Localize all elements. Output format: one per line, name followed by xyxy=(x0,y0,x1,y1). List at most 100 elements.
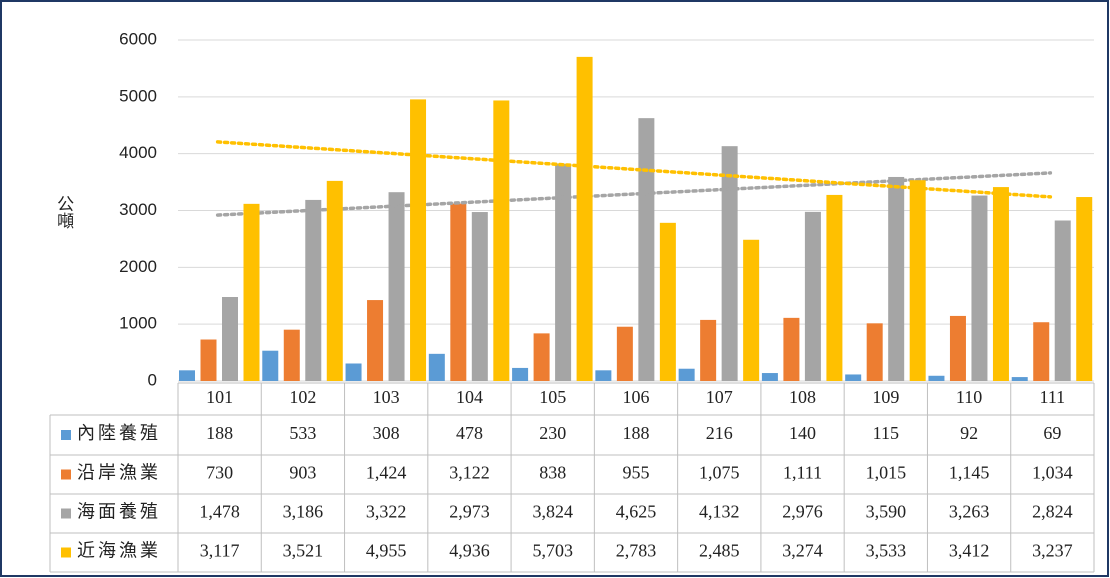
bar xyxy=(410,99,427,381)
y-tick-label: 5000 xyxy=(119,86,157,105)
legend-label: 內陸養殖 xyxy=(77,422,161,443)
bar xyxy=(888,176,905,381)
table-cell: 3,122 xyxy=(449,463,490,483)
x-tick-label: 106 xyxy=(623,387,650,407)
x-tick-label: 103 xyxy=(373,387,400,407)
y-tick-label: 4000 xyxy=(119,143,157,162)
table-cell: 4,955 xyxy=(366,541,407,561)
legend-label: 近海漁業 xyxy=(77,541,161,561)
bar xyxy=(845,374,862,381)
table-cell: 838 xyxy=(539,463,566,483)
bar xyxy=(222,297,238,381)
bar xyxy=(1033,322,1050,381)
table-cell: 4,936 xyxy=(449,541,490,561)
table-cell: 478 xyxy=(456,423,483,443)
table-cell: 3,521 xyxy=(283,541,324,561)
bar xyxy=(305,199,322,381)
bar xyxy=(928,375,945,381)
trendline xyxy=(215,140,1053,199)
table-cell: 3,263 xyxy=(949,502,990,522)
table-cell: 3,322 xyxy=(366,502,407,522)
y-tick-label: 6000 xyxy=(119,29,157,48)
table-cell: 3,237 xyxy=(1032,541,1073,561)
x-tick-label: 110 xyxy=(956,387,982,407)
table-cell: 1,015 xyxy=(866,463,907,483)
table-cell: 3,186 xyxy=(283,502,324,522)
y-tick-label: 0 xyxy=(148,370,157,389)
bar xyxy=(783,317,800,381)
table-cell: 4,132 xyxy=(699,502,740,522)
table-cell: 69 xyxy=(1043,423,1061,443)
table-cell: 955 xyxy=(623,463,650,483)
bar xyxy=(678,368,695,381)
table-cell: 2,485 xyxy=(699,541,740,561)
bar xyxy=(804,211,821,381)
y-tick-label: 3000 xyxy=(119,200,157,219)
legend-key xyxy=(61,508,71,519)
table-cell: 3,274 xyxy=(782,541,823,561)
bar xyxy=(283,329,300,381)
table-cell: 533 xyxy=(289,423,316,443)
table-cell: 115 xyxy=(873,423,899,443)
legend-label: 海面養殖 xyxy=(77,501,161,522)
x-tick-label: 107 xyxy=(706,387,733,407)
x-tick-label: 109 xyxy=(872,387,899,407)
bar xyxy=(700,319,717,381)
y-tick-label: 1000 xyxy=(119,314,157,333)
bar xyxy=(243,203,260,381)
table-cell: 230 xyxy=(539,423,566,443)
bar xyxy=(262,350,279,381)
legend-key xyxy=(61,547,71,558)
bar xyxy=(909,180,926,381)
bar xyxy=(1011,377,1028,381)
table-cell: 3,117 xyxy=(200,541,240,561)
table-cell: 3,533 xyxy=(866,541,907,561)
bar xyxy=(743,239,760,381)
x-tick-label: 111 xyxy=(1040,387,1066,407)
bar xyxy=(326,180,343,381)
table-cell: 216 xyxy=(706,423,733,443)
bar xyxy=(866,323,883,381)
table-cell: 903 xyxy=(289,463,316,483)
table-cell: 92 xyxy=(960,423,978,443)
bar xyxy=(345,363,362,381)
bar xyxy=(200,339,217,381)
table-cell: 2,973 xyxy=(449,502,490,522)
bar xyxy=(576,56,593,381)
table-cell: 1,111 xyxy=(783,463,822,483)
bar xyxy=(555,163,572,381)
y-axis-label: 公噸 xyxy=(54,195,74,229)
bar xyxy=(616,326,633,381)
table-cell: 2,824 xyxy=(1032,502,1073,522)
table-cell: 3,590 xyxy=(866,502,907,522)
bar xyxy=(659,222,676,381)
bar xyxy=(721,146,738,381)
trendline xyxy=(215,171,1053,217)
table-cell: 730 xyxy=(206,463,233,483)
table-cell: 188 xyxy=(623,423,650,443)
table-cell: 3,824 xyxy=(532,502,573,522)
bar xyxy=(367,300,384,381)
bar xyxy=(533,333,550,381)
table-cell: 188 xyxy=(206,423,233,443)
x-tick-label: 105 xyxy=(539,387,566,407)
table-cell: 1,075 xyxy=(699,463,740,483)
table-cell: 1,145 xyxy=(949,463,990,483)
bar xyxy=(595,370,612,381)
table-cell: 3,412 xyxy=(949,541,990,561)
bar xyxy=(971,195,988,381)
table-cell: 4,625 xyxy=(616,502,657,522)
bar xyxy=(826,194,843,381)
legend-label: 沿岸漁業 xyxy=(77,463,161,483)
bar xyxy=(761,373,778,381)
bar xyxy=(1076,197,1093,381)
bar xyxy=(638,118,655,381)
bar xyxy=(512,367,529,381)
x-tick-label: 101 xyxy=(206,387,233,407)
bar xyxy=(428,353,445,381)
legend-key xyxy=(61,430,71,440)
table-cell: 1,034 xyxy=(1032,463,1073,483)
